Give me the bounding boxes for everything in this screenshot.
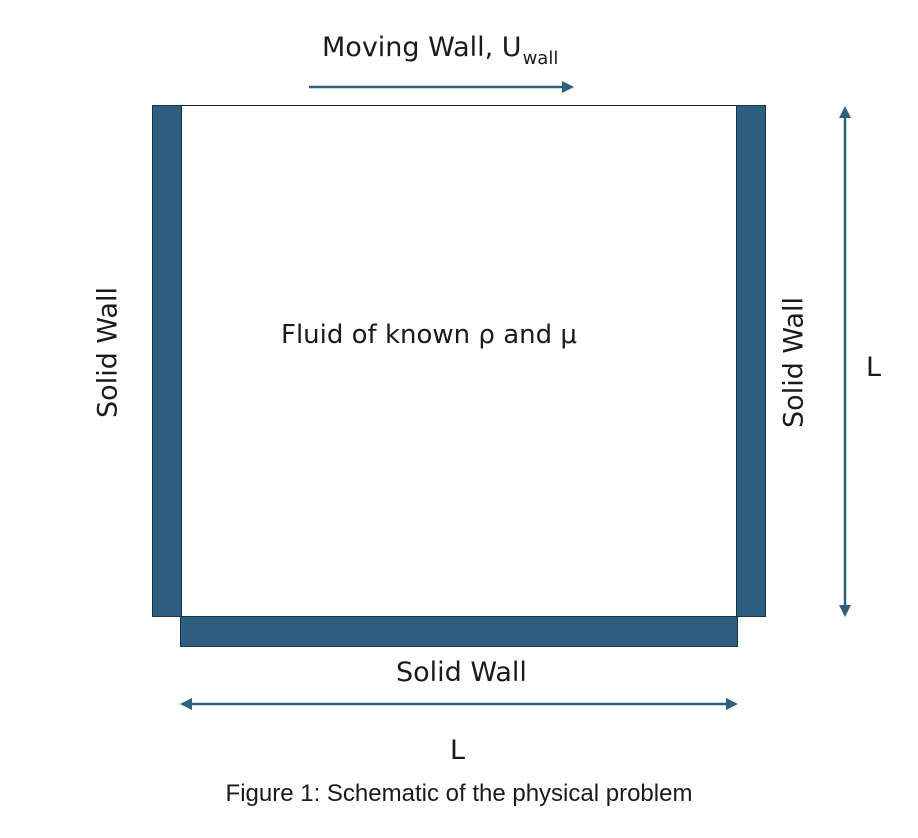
bottom-solid-wall: [180, 616, 738, 647]
moving-wall-label: Moving Wall, Uwall: [322, 32, 558, 68]
horizontal-dimension-label: L: [450, 735, 466, 766]
right-wall-label: Solid Wall: [778, 297, 810, 428]
moving-wall-label-subscript: wall: [522, 48, 559, 69]
vertical-dimension-arrow: [839, 106, 851, 617]
moving-wall-arrow: [309, 81, 574, 93]
fluid-cavity: [181, 105, 736, 617]
left-solid-wall: [152, 105, 182, 617]
left-wall-label: Solid Wall: [92, 287, 124, 418]
vertical-dimension-label: L: [866, 352, 882, 383]
moving-wall-label-main: Moving Wall, U: [322, 32, 522, 63]
right-solid-wall: [736, 105, 766, 617]
figure-caption: Figure 1: Schematic of the physical prob…: [225, 780, 693, 807]
bottom-wall-label: Solid Wall: [396, 657, 527, 688]
fluid-label: Fluid of known ρ and μ: [281, 320, 577, 350]
horizontal-dimension-arrow: [180, 698, 738, 710]
